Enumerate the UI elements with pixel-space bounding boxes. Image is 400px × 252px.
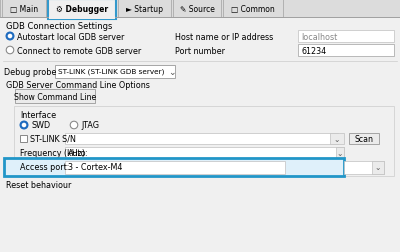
Bar <box>2 0 46 18</box>
Bar <box>349 133 379 144</box>
Text: Scan: Scan <box>354 134 374 143</box>
Text: Frequency (kHz):: Frequency (kHz): <box>20 148 88 157</box>
Text: ► Startup: ► Startup <box>126 5 163 13</box>
Bar <box>65 147 344 158</box>
Bar <box>49 17 115 20</box>
Text: GDB Connection Settings: GDB Connection Settings <box>6 21 112 30</box>
Text: Connect to remote GDB server: Connect to remote GDB server <box>17 46 141 55</box>
Circle shape <box>6 47 14 55</box>
Text: GDB Server Command Line Options: GDB Server Command Line Options <box>6 80 150 89</box>
Text: Debug probe: Debug probe <box>4 67 56 76</box>
Bar <box>118 0 171 18</box>
Circle shape <box>6 33 14 41</box>
Bar <box>65 133 338 144</box>
Bar <box>223 0 283 18</box>
Text: 61234: 61234 <box>301 46 326 55</box>
Bar <box>48 0 116 20</box>
Circle shape <box>8 35 12 39</box>
Text: ST-LINK S/N: ST-LINK S/N <box>30 134 76 143</box>
Bar <box>330 133 344 144</box>
Text: ⌄: ⌄ <box>337 148 343 157</box>
Bar <box>298 31 394 43</box>
Text: Autostart local GDB server: Autostart local GDB server <box>17 32 124 41</box>
Bar <box>298 45 394 57</box>
Bar <box>336 147 344 158</box>
Text: Interface: Interface <box>20 110 56 119</box>
Bar <box>344 161 384 174</box>
Bar <box>173 0 221 18</box>
Text: ⌄: ⌄ <box>334 134 340 143</box>
Circle shape <box>22 124 26 127</box>
Text: ST-LINK (ST-LINK GDB server): ST-LINK (ST-LINK GDB server) <box>58 69 164 75</box>
Bar <box>20 135 27 142</box>
Bar <box>15 90 95 104</box>
Text: Host name or IP address: Host name or IP address <box>175 32 273 41</box>
Text: ⌄: ⌄ <box>375 163 381 172</box>
Text: localhost: localhost <box>301 32 337 41</box>
Bar <box>372 161 384 174</box>
Bar <box>55 66 175 79</box>
Text: ⚙ Debugger: ⚙ Debugger <box>56 5 108 13</box>
Text: Access port:: Access port: <box>20 163 69 172</box>
Bar <box>65 161 285 174</box>
Text: □ Main: □ Main <box>10 5 38 13</box>
Text: Auto: Auto <box>68 148 87 157</box>
Circle shape <box>70 122 78 129</box>
Text: Show Command Line: Show Command Line <box>14 92 96 101</box>
Text: ⌄: ⌄ <box>168 67 176 76</box>
Text: JTAG: JTAG <box>81 121 99 130</box>
Text: Port number: Port number <box>175 46 225 55</box>
Bar <box>0 0 400 18</box>
Text: 3 - Cortex-M4: 3 - Cortex-M4 <box>68 163 122 172</box>
Text: □ Common: □ Common <box>231 5 275 13</box>
Text: ✎ Source: ✎ Source <box>180 5 214 13</box>
Bar <box>14 107 394 176</box>
Text: SWD: SWD <box>31 121 50 130</box>
Bar <box>4 158 344 176</box>
Circle shape <box>20 122 28 129</box>
Text: Reset behaviour: Reset behaviour <box>6 180 71 189</box>
